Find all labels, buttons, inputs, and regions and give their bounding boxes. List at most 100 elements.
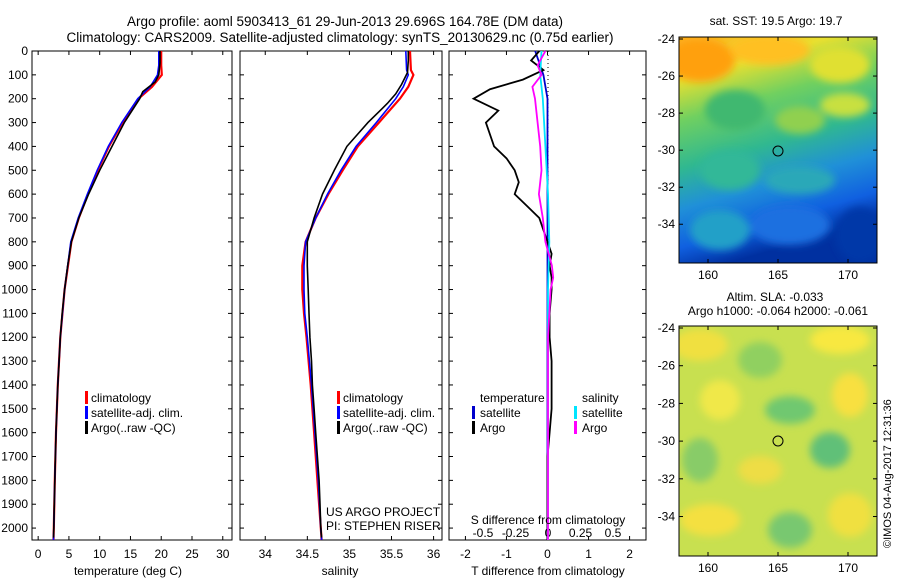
legend-swatch-climatology xyxy=(85,391,88,404)
lat-tick-label: -30 xyxy=(658,434,676,448)
s-difference-axis-label: S difference from climatology xyxy=(471,513,626,527)
depth-axis: 0 100 200 300 400 500 600 700 800 900 1000 1100 1200… xyxy=(1,44,232,535)
s-tick-label: -0.5 xyxy=(473,526,494,540)
x-tick-label: 25 xyxy=(185,547,199,561)
salinity-axis-label: salinity xyxy=(322,564,359,578)
s-tick-label: 0.25 xyxy=(569,526,593,540)
series-line-argo-raw-qc- xyxy=(306,51,410,538)
sla-map-field xyxy=(679,326,877,556)
x-tick-label: 35.5 xyxy=(380,547,404,561)
series-line-climatology xyxy=(301,50,415,541)
x-tick-label: 15 xyxy=(124,547,138,561)
sst-map-title: sat. SST: 19.5 Argo: 19.7 xyxy=(710,14,843,28)
x-tick-label: 34 xyxy=(259,547,273,561)
temperature-axis: 0 5 10 15 20 25 30 xyxy=(35,51,230,561)
legend-label-satellite: satellite-adj. clim. xyxy=(343,406,435,420)
temperature-axis-label: temperature (deg C) xyxy=(74,564,182,578)
lat-tick-label: -32 xyxy=(658,472,676,486)
lon-tick-label: 160 xyxy=(698,268,718,282)
header-line-1: Argo profile: aoml 5903413_61 29-Jun-201… xyxy=(127,14,563,29)
legend-swatch-climatology xyxy=(337,391,340,404)
sla-map-subtitle: Argo h1000: -0.064 h2000: -0.061 xyxy=(688,304,868,318)
depth-tick-label: 600 xyxy=(8,187,28,201)
salinity-legend: climatology satellite-adj. clim. Argo(..… xyxy=(337,391,435,435)
lat-tick-label: -28 xyxy=(658,396,676,410)
sla-map: Altim. SLA: -0.033 Argo h1000: -0.064 h2… xyxy=(658,290,878,575)
series-line-argo-raw-qc- xyxy=(52,51,161,538)
temperature-plot-frame xyxy=(31,50,233,541)
depth-tick-label: 800 xyxy=(8,235,28,249)
project-annotation: US ARGO PROJECT xyxy=(326,505,441,519)
x-tick-label: 30 xyxy=(216,547,230,561)
depth-tick-label: 1800 xyxy=(1,473,28,487)
lat-tick-label: -34 xyxy=(658,217,676,231)
depth-tick-label: 1900 xyxy=(1,497,28,511)
salinity-panel: 34 34.5 35 35.5 36 salinity climatology sate… xyxy=(239,50,443,578)
depth-tick-label: 1600 xyxy=(1,426,28,440)
t-difference-axis: -2 -1 0 1 2 xyxy=(460,51,633,561)
s-tick-label: -0.25 xyxy=(502,526,530,540)
lat-tick-label: -32 xyxy=(658,180,676,194)
salinity-depth-ticks xyxy=(240,50,442,529)
lat-tick-label: -34 xyxy=(658,510,676,524)
difference-legend: temperature salinity satellite Argo sate… xyxy=(472,391,623,435)
depth-tick-label: 100 xyxy=(8,68,28,82)
legend-swatch-temp-satellite xyxy=(472,406,475,419)
difference-panel: -2 -1 0 1 2 -0.5 -0.25 0 0.25 0.5 S difference f… xyxy=(448,50,647,578)
temperature-series xyxy=(52,51,163,541)
legend-swatch-sal-argo xyxy=(574,421,577,434)
legend-label-satellite: satellite-adj. clim. xyxy=(91,406,183,420)
sla-map-lon-axis: 160 165 170 xyxy=(698,326,858,575)
sla-map-lat-axis: -24 -26 -28 -30 -32 -34 xyxy=(658,321,877,524)
legend-label-argo: Argo(..raw -QC) xyxy=(91,421,176,435)
s-difference-axis: -0.5 -0.25 0 0.25 0.5 xyxy=(473,526,622,540)
x-tick-label: 5 xyxy=(66,547,73,561)
lon-tick-label: 170 xyxy=(838,268,858,282)
legend-swatch-satellite xyxy=(337,406,340,419)
depth-tick-label: 1300 xyxy=(1,354,28,368)
lon-tick-label: 170 xyxy=(838,561,858,575)
sst-map-field xyxy=(679,37,877,263)
salinity-axis: 34 34.5 35 35.5 36 xyxy=(259,51,441,561)
argo-float-marker xyxy=(772,145,784,157)
depth-tick-label: 1000 xyxy=(1,283,28,297)
x-tick-label: 10 xyxy=(93,547,107,561)
lat-tick-label: -24 xyxy=(658,32,676,46)
salinity-plot-frame xyxy=(239,50,443,541)
t-difference-axis-label: T difference from climatology xyxy=(471,564,625,578)
lat-tick-label: -30 xyxy=(658,143,676,157)
x-tick-label: 0 xyxy=(544,547,551,561)
x-tick-label: -2 xyxy=(460,547,471,561)
legend-swatch-sal-satellite xyxy=(574,406,577,419)
depth-tick-label: 400 xyxy=(8,139,28,153)
legend-swatch-argo xyxy=(85,421,88,434)
legend-swatch-temp-argo xyxy=(472,421,475,434)
legend-label-temp-satellite: satellite xyxy=(480,406,521,420)
lon-tick-label: 165 xyxy=(768,268,788,282)
depth-tick-label: 0 xyxy=(21,44,28,58)
argo-float-marker xyxy=(772,435,784,447)
x-tick-label: 1 xyxy=(585,547,592,561)
lat-tick-label: -26 xyxy=(658,359,676,373)
pi-annotation: PI: STEPHEN RISER xyxy=(326,519,441,533)
depth-tick-label: 1200 xyxy=(1,330,28,344)
lon-tick-label: 160 xyxy=(698,561,718,575)
depth-tick-label: 1700 xyxy=(1,450,28,464)
x-tick-label: 20 xyxy=(155,547,169,561)
legend-label-sal-argo: Argo xyxy=(582,421,608,435)
diff-line-temperature-argo xyxy=(471,50,553,540)
x-tick-label: 36 xyxy=(427,547,441,561)
x-tick-label: 35 xyxy=(343,547,357,561)
depth-tick-label: 300 xyxy=(8,116,28,130)
lat-tick-label: -28 xyxy=(658,106,676,120)
header-line-2: Climatology: CARS2009. Satellite-adjuste… xyxy=(66,30,613,45)
series-line-satellite-adj-clim- xyxy=(52,51,160,541)
x-tick-label: 34.5 xyxy=(296,547,320,561)
legend-header-temperature: temperature xyxy=(480,391,545,405)
legend-label-sal-satellite: satellite xyxy=(582,406,623,420)
legend-header-salinity: salinity xyxy=(582,391,619,405)
depth-tick-label: 900 xyxy=(8,259,28,273)
lat-tick-label: -26 xyxy=(658,69,676,83)
depth-tick-label: 500 xyxy=(8,163,28,177)
